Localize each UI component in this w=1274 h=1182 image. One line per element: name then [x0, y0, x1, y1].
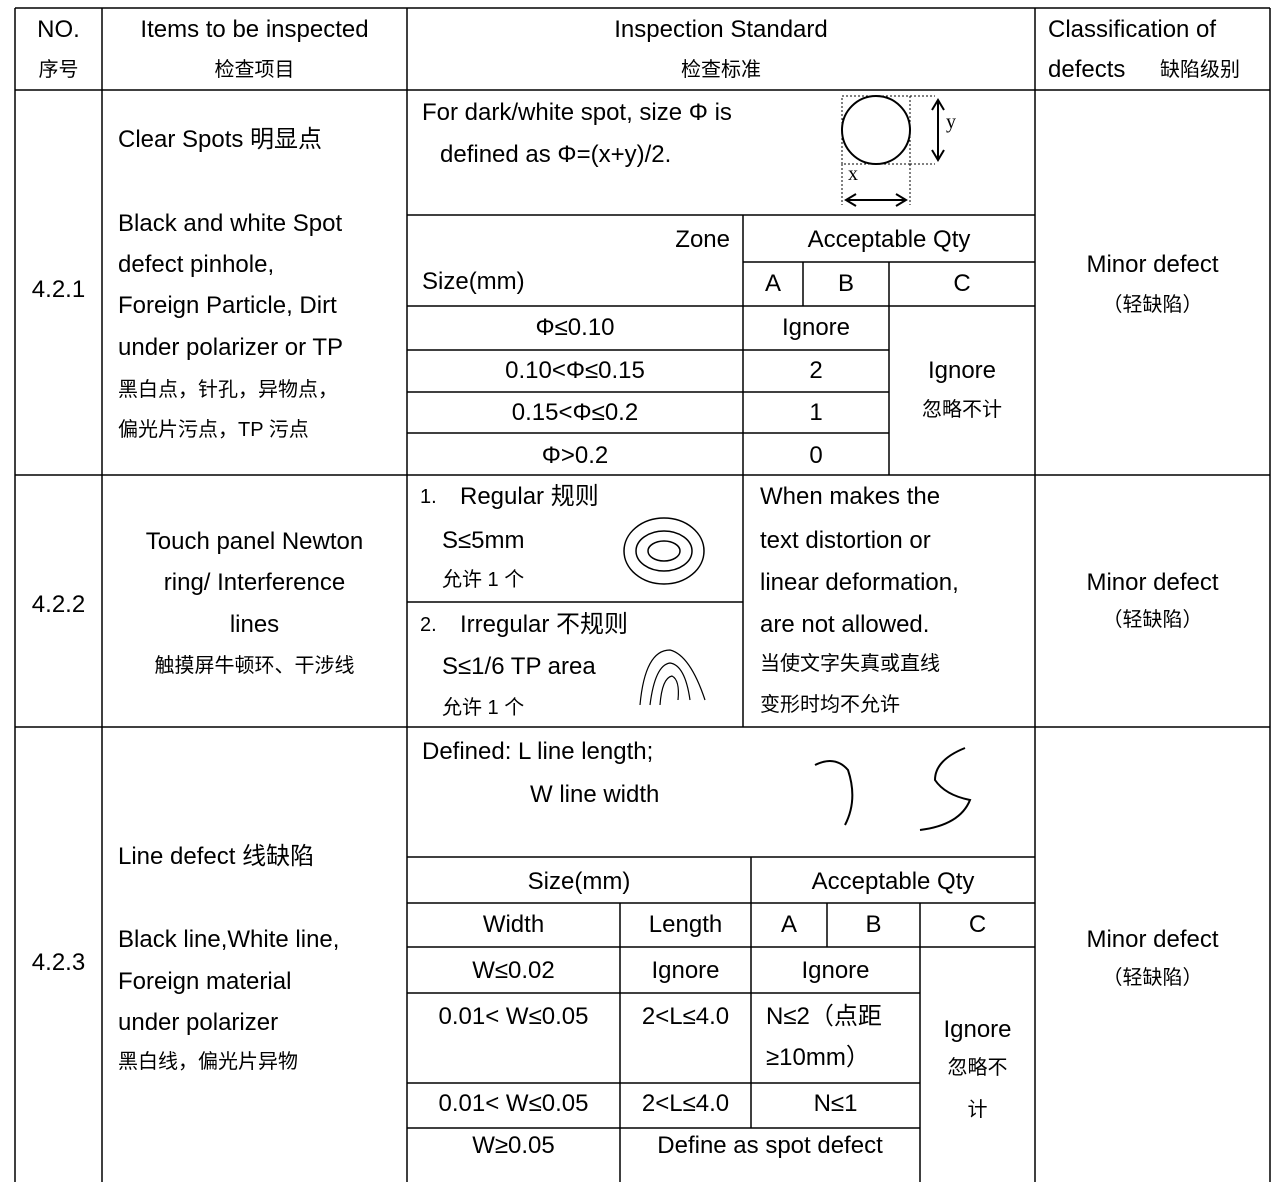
cell-text: 2. — [420, 614, 437, 636]
spot-diagram — [841, 95, 945, 207]
cell-text: S≤1/6 TP area — [442, 653, 596, 680]
cell-text: W line width — [530, 781, 660, 808]
cell-text: 0.10<Φ≤0.15 — [505, 357, 645, 384]
cell-text: N≤1 — [813, 1090, 858, 1117]
item-text: under polarizer — [118, 1009, 279, 1036]
cell-text: 变形时均不允许 — [760, 694, 900, 716]
cell-text: Size(mm) — [422, 268, 525, 295]
cell-text: 1 — [809, 399, 823, 426]
cell-text: are not allowed. — [760, 611, 930, 638]
cell-text: 2 — [809, 357, 823, 384]
item-text: 黑白点，针孔，异物点， — [118, 379, 338, 401]
cell-text: Length — [648, 911, 723, 938]
cell-text: S≤5mm — [442, 527, 525, 554]
item-text: Touch panel Newton — [145, 528, 364, 555]
cell-text: 允许 1 个 — [442, 697, 525, 719]
newton-ring-diagram — [623, 517, 705, 585]
cell-text: 忽略不 — [947, 1057, 1008, 1079]
cell-text: Zone — [675, 226, 730, 253]
cell-text: ≥10mm） — [766, 1044, 870, 1071]
header-text: 序号 — [38, 59, 79, 81]
cell-text: Irregular 不规则 — [460, 611, 629, 638]
cell-text: linear deformation, — [760, 569, 959, 596]
cell-text: Ignore — [781, 314, 851, 341]
cell-text: B — [865, 911, 882, 938]
cell-text: 2<L≤4.0 — [641, 1090, 730, 1117]
classification: （轻缺陷） — [1102, 967, 1203, 989]
item-number: 4.2.1 — [31, 276, 86, 303]
item-text: 触摸屏牛顿环、干涉线 — [154, 655, 355, 677]
classification: Minor defect — [1086, 251, 1219, 278]
diagram-label: y — [946, 111, 956, 133]
cell-text: Φ>0.2 — [541, 442, 609, 469]
item-text: 偏光片污点，TP 污点 — [118, 419, 309, 441]
classification: （轻缺陷） — [1102, 294, 1203, 316]
irregular-diagram — [639, 649, 706, 706]
cell-text: Φ≤0.10 — [535, 314, 615, 341]
cell-text: Acceptable Qty — [807, 226, 971, 253]
cell-text: Ignore — [927, 357, 997, 384]
line-diagram — [814, 747, 972, 831]
cell-text: text distortion or — [760, 527, 931, 554]
item-text: Clear Spots 明显点 — [118, 126, 323, 153]
cell-text: B — [837, 270, 854, 297]
cell-text: 1. — [420, 486, 437, 508]
cell-text: Define as spot defect — [657, 1132, 883, 1159]
header-text: Classification of — [1048, 16, 1217, 43]
cell-text: 0 — [809, 442, 823, 469]
cell-text: Size(mm) — [527, 868, 631, 895]
cell-text: A — [764, 270, 781, 297]
cell-text: Width — [482, 911, 545, 938]
cell-text: 2<L≤4.0 — [641, 1003, 730, 1030]
header-text: Items to be inspected — [140, 16, 369, 43]
header-text: NO. — [37, 16, 80, 43]
header-text: 检查标准 — [681, 59, 761, 81]
cell-text: 当使文字失真或直线 — [760, 653, 940, 675]
cell-text: W≥0.05 — [472, 1132, 555, 1159]
cell-text: W≤0.02 — [472, 957, 555, 984]
item-text: ring/ Interference — [163, 569, 346, 596]
cell-text: Ignore — [801, 957, 870, 984]
cell-text: 忽略不计 — [922, 399, 1002, 421]
cell-text: Regular 规则 — [460, 483, 599, 510]
cell-text: defined as Φ=(x+y)/2. — [440, 141, 672, 168]
item-text: Foreign material — [118, 968, 292, 995]
cell-text: 允许 1 个 — [442, 569, 525, 591]
cell-text: A — [780, 911, 797, 938]
item-text: Foreign Particle, Dirt — [118, 292, 337, 319]
cell-text: N≤2（点距 — [766, 1003, 882, 1030]
classification: （轻缺陷） — [1102, 609, 1203, 631]
header-text: Inspection Standard — [614, 16, 828, 43]
cell-text: 0.01< W≤0.05 — [438, 1003, 589, 1030]
cell-text: C — [953, 270, 971, 297]
item-number: 4.2.2 — [31, 591, 86, 618]
header-text: defects — [1048, 56, 1126, 83]
classification: Minor defect — [1086, 926, 1219, 953]
cell-text: Ignore — [651, 957, 720, 984]
item-text: 黑白线，偏光片异物 — [118, 1051, 298, 1073]
cell-text: When makes the — [760, 483, 941, 510]
classification: Minor defect — [1086, 569, 1219, 596]
header-text: 缺陷级别 — [1160, 59, 1240, 81]
cell-text: 0.15<Φ≤0.2 — [511, 399, 639, 426]
cell-text: Ignore — [943, 1016, 1012, 1043]
item-text: Black and white Spot — [118, 210, 343, 237]
item-text: lines — [229, 611, 280, 638]
cell-text: Acceptable Qty — [811, 868, 975, 895]
cell-text: C — [968, 911, 987, 938]
item-text: Black line,White line, — [118, 926, 340, 953]
diagram-label: x — [848, 163, 858, 185]
item-text: defect pinhole, — [118, 251, 275, 278]
item-text: Line defect 线缺陷 — [118, 843, 315, 870]
cell-text: Defined: L line length; — [422, 738, 654, 765]
cell-text: For dark/white spot, size Φ is — [422, 99, 732, 126]
cell-text: 0.01< W≤0.05 — [438, 1090, 589, 1117]
item-text: under polarizer or TP — [118, 334, 343, 361]
header-text: 检查项目 — [214, 59, 295, 81]
item-number: 4.2.3 — [31, 949, 86, 976]
cell-text: 计 — [967, 1099, 988, 1121]
